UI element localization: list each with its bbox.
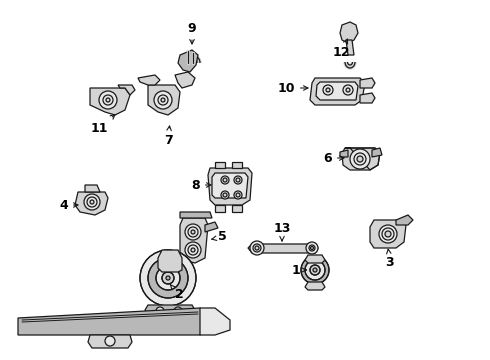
Polygon shape [232,162,242,168]
Circle shape [154,91,172,109]
Text: 4: 4 [59,198,78,212]
Polygon shape [316,82,358,100]
Circle shape [191,230,195,234]
Text: 12: 12 [333,39,350,59]
Circle shape [161,98,165,102]
Circle shape [191,248,195,252]
Text: 10: 10 [277,81,308,95]
Circle shape [346,88,350,92]
Circle shape [306,242,318,254]
Circle shape [105,336,115,346]
Polygon shape [148,85,180,115]
Polygon shape [340,150,348,157]
Polygon shape [85,185,100,192]
Circle shape [90,200,94,204]
Circle shape [379,225,397,243]
Text: 8: 8 [192,179,211,192]
Polygon shape [305,282,325,290]
Circle shape [106,98,110,102]
Polygon shape [75,192,108,215]
Circle shape [350,149,370,169]
Circle shape [234,191,242,199]
Text: 9: 9 [188,22,196,44]
Polygon shape [340,22,358,43]
Text: 13: 13 [273,221,291,241]
Circle shape [166,276,170,280]
Circle shape [357,156,363,162]
Polygon shape [372,148,382,157]
Polygon shape [360,93,375,103]
Circle shape [326,88,330,92]
Polygon shape [18,308,210,335]
Circle shape [223,193,227,197]
Polygon shape [232,205,242,212]
Circle shape [255,246,259,250]
Polygon shape [138,75,160,85]
Circle shape [323,85,333,95]
Text: 2: 2 [171,285,184,302]
Circle shape [305,260,325,280]
Text: 11: 11 [91,114,115,135]
Polygon shape [360,78,375,88]
Circle shape [223,178,227,182]
Circle shape [236,193,240,197]
Circle shape [99,91,117,109]
Polygon shape [248,244,318,253]
Polygon shape [158,250,182,272]
Polygon shape [370,220,406,248]
Circle shape [313,268,317,272]
Polygon shape [215,205,225,212]
Circle shape [236,178,240,182]
Polygon shape [212,173,248,198]
Text: 7: 7 [164,126,172,147]
Circle shape [343,85,353,95]
Circle shape [84,194,100,210]
Circle shape [301,256,329,284]
Polygon shape [208,168,252,205]
Circle shape [162,272,174,284]
Polygon shape [88,335,132,348]
Polygon shape [90,88,130,115]
Circle shape [250,241,264,255]
Polygon shape [200,308,230,335]
Circle shape [156,266,180,290]
Text: 6: 6 [323,152,344,165]
Text: 3: 3 [386,249,394,269]
Polygon shape [118,85,135,95]
Polygon shape [346,40,354,55]
Polygon shape [342,148,380,170]
Text: 5: 5 [212,230,227,243]
Polygon shape [396,215,413,225]
Circle shape [140,250,196,306]
Polygon shape [310,78,365,105]
Circle shape [385,231,391,237]
Circle shape [234,176,242,184]
Polygon shape [175,72,195,88]
Polygon shape [305,255,325,263]
Circle shape [185,242,201,258]
Polygon shape [205,222,218,232]
Text: 1: 1 [291,264,306,276]
Circle shape [156,307,164,315]
Polygon shape [215,162,225,168]
Circle shape [310,265,320,275]
Polygon shape [145,305,195,318]
Polygon shape [180,218,208,263]
Circle shape [148,258,188,298]
Circle shape [221,191,229,199]
Circle shape [221,176,229,184]
Circle shape [185,224,201,240]
Polygon shape [178,50,198,72]
Circle shape [311,247,314,249]
Circle shape [174,307,182,315]
Polygon shape [180,212,212,218]
